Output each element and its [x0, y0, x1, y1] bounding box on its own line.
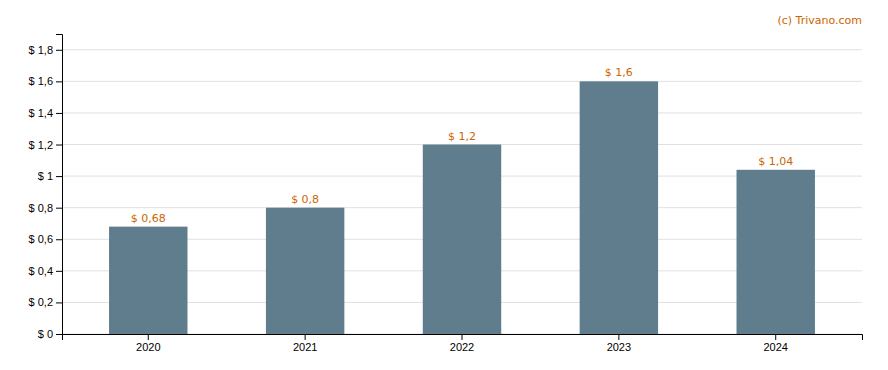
y-tick-mark	[56, 50, 62, 51]
x-axis-line	[63, 335, 863, 341]
y-tick: $ 0	[38, 328, 62, 340]
grid-line	[62, 49, 862, 50]
y-tick-label: $ 0	[38, 328, 53, 340]
x-tick-mark	[775, 334, 776, 340]
x-tick-label: 2020	[136, 341, 160, 353]
y-tick-label: $ 1,2	[29, 139, 53, 151]
y-tick-label: $ 0,2	[29, 296, 53, 308]
y-tick: $ 0,8	[29, 202, 62, 214]
data-label: $ 1,6	[605, 66, 633, 79]
y-tick: $ 0,2	[29, 296, 62, 308]
y-tick: $ 1,8	[29, 44, 62, 56]
grid	[62, 50, 862, 334]
x-tick-label: 2023	[607, 341, 631, 353]
x-tick-mark	[148, 334, 149, 340]
y-tick-mark	[56, 113, 62, 114]
data-labels: $ 0,68 $ 0,8 $ 1,2 $ 1,6 $ 1,04	[131, 66, 793, 224]
y-tick-label: $ 0,6	[29, 233, 53, 245]
y-tick-mark	[56, 208, 62, 209]
y-axis-line	[56, 35, 63, 335]
bars	[109, 81, 815, 334]
x-tick-mark	[305, 334, 306, 340]
x-tick: 2022	[450, 334, 474, 353]
bar	[266, 208, 344, 334]
y-tick-label: $ 1,8	[29, 44, 53, 56]
grid-line	[62, 81, 862, 82]
x-tick-mark	[618, 334, 619, 340]
y-tick-mark	[56, 176, 62, 177]
y-tick-label: $ 1	[38, 170, 53, 182]
y-tick: $ 1	[38, 170, 62, 182]
y-tick-mark	[56, 239, 62, 240]
grid-line	[62, 112, 862, 113]
y-tick-mark	[56, 271, 62, 272]
y-tick: $ 1,2	[29, 139, 62, 151]
x-tick: 2024	[763, 334, 787, 353]
x-tick: 2023	[607, 334, 631, 353]
x-tick-label: 2021	[293, 341, 317, 353]
bar	[580, 81, 658, 334]
y-tick-mark	[56, 334, 62, 335]
y-tick-mark	[56, 81, 62, 82]
y-tick-label: $ 1,4	[29, 107, 53, 119]
y-tick: $ 1,4	[29, 107, 62, 119]
bar	[737, 170, 815, 334]
y-tick: $ 0,6	[29, 233, 62, 245]
data-label: $ 1,04	[758, 155, 793, 168]
x-tick: 2021	[293, 334, 317, 353]
data-label: $ 0,68	[131, 212, 166, 225]
x-tick-label: 2024	[763, 341, 787, 353]
data-label: $ 0,8	[291, 193, 319, 206]
y-tick: $ 0,4	[29, 265, 62, 277]
plot: $ 0 $ 0,2 $ 0,4 $ 0,6 $ 0,8 $ 1 $ 1,2 $ 1,4 $ 1,…	[29, 35, 863, 353]
chart: $ 0 $ 0,2 $ 0,4 $ 0,6 $ 0,8 $ 1 $ 1,2 $ 1,4 $ 1,…	[0, 0, 888, 370]
watermark: (c) Trivano.com	[777, 14, 862, 27]
x-tick-label: 2022	[450, 341, 474, 353]
x-tick-mark	[462, 334, 463, 340]
y-tick-label: $ 1,6	[29, 75, 53, 87]
y-tick-mark	[56, 302, 62, 303]
y-tick-mark	[56, 145, 62, 146]
data-label: $ 1,2	[448, 130, 476, 143]
bar	[109, 227, 187, 334]
x-axis: 2020 2021 2022 2023 2024	[63, 334, 863, 353]
y-tick: $ 1,6	[29, 75, 62, 87]
y-tick-label: $ 0,8	[29, 202, 53, 214]
y-tick-label: $ 0,4	[29, 265, 53, 277]
bar	[423, 145, 501, 334]
y-axis: $ 0 $ 0,2 $ 0,4 $ 0,6 $ 0,8 $ 1 $ 1,2 $ 1,4 $ 1,…	[29, 35, 63, 341]
x-tick: 2020	[136, 334, 160, 353]
